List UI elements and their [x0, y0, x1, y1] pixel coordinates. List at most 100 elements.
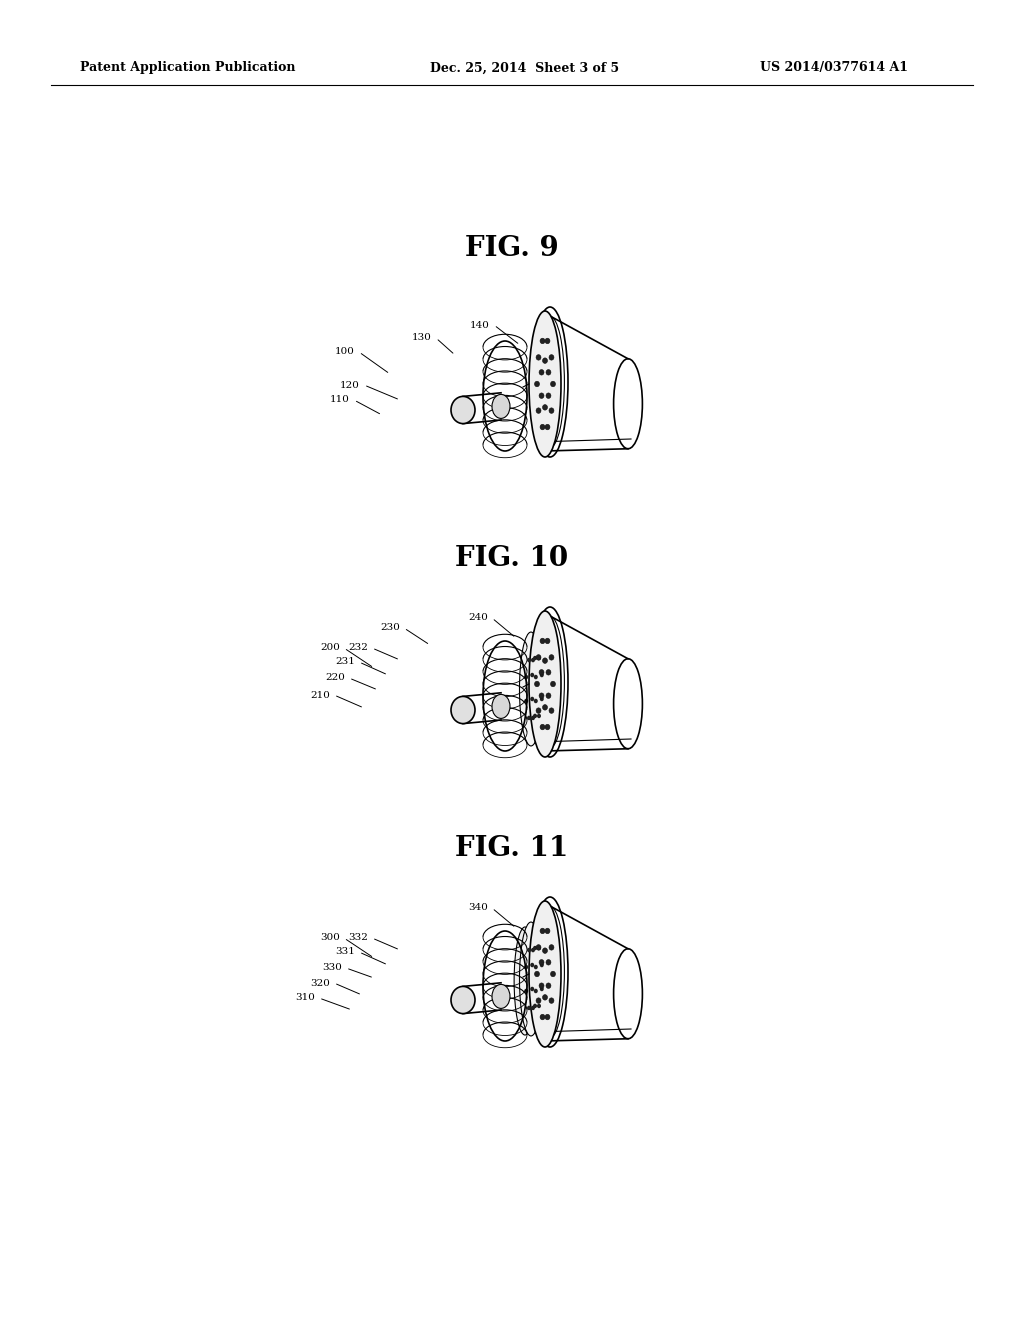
- Ellipse shape: [519, 632, 543, 746]
- Text: 300: 300: [321, 933, 340, 942]
- Ellipse shape: [543, 405, 548, 411]
- Ellipse shape: [529, 312, 561, 457]
- Ellipse shape: [529, 611, 561, 756]
- Text: 200: 200: [321, 644, 340, 652]
- Ellipse shape: [549, 655, 554, 660]
- Ellipse shape: [549, 355, 554, 360]
- Ellipse shape: [543, 705, 548, 710]
- Text: 240: 240: [468, 614, 488, 623]
- Ellipse shape: [527, 948, 531, 952]
- Ellipse shape: [540, 424, 545, 430]
- Text: 231: 231: [335, 657, 355, 667]
- Ellipse shape: [527, 1006, 531, 1010]
- Ellipse shape: [536, 655, 541, 660]
- Ellipse shape: [540, 928, 545, 933]
- Ellipse shape: [514, 927, 536, 1035]
- Ellipse shape: [546, 669, 551, 675]
- Ellipse shape: [537, 714, 541, 718]
- Text: 130: 130: [412, 334, 432, 342]
- Ellipse shape: [524, 698, 528, 704]
- Ellipse shape: [535, 381, 540, 387]
- Ellipse shape: [549, 945, 554, 950]
- Ellipse shape: [536, 408, 541, 413]
- Ellipse shape: [531, 715, 535, 721]
- Ellipse shape: [534, 1003, 537, 1008]
- Ellipse shape: [451, 396, 475, 424]
- Ellipse shape: [539, 370, 544, 375]
- Text: 220: 220: [326, 673, 345, 682]
- Ellipse shape: [545, 338, 550, 343]
- Ellipse shape: [551, 381, 555, 387]
- Ellipse shape: [530, 697, 535, 701]
- Text: 230: 230: [380, 623, 400, 632]
- Ellipse shape: [536, 998, 541, 1003]
- Ellipse shape: [546, 393, 551, 399]
- Ellipse shape: [539, 393, 544, 399]
- Ellipse shape: [546, 983, 551, 989]
- Text: FIG. 10: FIG. 10: [456, 544, 568, 572]
- Ellipse shape: [540, 638, 545, 644]
- Text: 140: 140: [470, 321, 490, 330]
- Ellipse shape: [546, 960, 551, 965]
- Text: 210: 210: [310, 690, 330, 700]
- Ellipse shape: [545, 928, 550, 933]
- Text: 320: 320: [310, 978, 330, 987]
- Ellipse shape: [539, 693, 544, 698]
- Ellipse shape: [540, 962, 544, 968]
- Ellipse shape: [540, 725, 545, 730]
- Ellipse shape: [540, 1014, 545, 1020]
- Ellipse shape: [534, 656, 537, 660]
- Text: 331: 331: [335, 948, 355, 957]
- Ellipse shape: [551, 681, 555, 686]
- Text: 110: 110: [330, 396, 350, 404]
- Ellipse shape: [543, 358, 548, 363]
- Ellipse shape: [537, 1003, 541, 1008]
- Ellipse shape: [534, 989, 538, 993]
- Ellipse shape: [492, 395, 510, 418]
- Text: Patent Application Publication: Patent Application Publication: [80, 62, 296, 74]
- Ellipse shape: [527, 715, 531, 721]
- Ellipse shape: [540, 673, 544, 677]
- Ellipse shape: [534, 698, 538, 704]
- Ellipse shape: [546, 370, 551, 375]
- Ellipse shape: [545, 1014, 550, 1020]
- Ellipse shape: [539, 983, 544, 989]
- Ellipse shape: [531, 657, 535, 663]
- Ellipse shape: [549, 998, 554, 1003]
- Ellipse shape: [530, 962, 535, 968]
- Ellipse shape: [525, 920, 549, 1034]
- Ellipse shape: [549, 708, 554, 713]
- Text: 100: 100: [335, 347, 355, 356]
- Text: 330: 330: [323, 964, 342, 973]
- Ellipse shape: [545, 638, 550, 644]
- Ellipse shape: [540, 697, 544, 701]
- Ellipse shape: [540, 338, 545, 343]
- Ellipse shape: [534, 714, 537, 718]
- Ellipse shape: [536, 355, 541, 360]
- Text: 120: 120: [340, 380, 360, 389]
- Ellipse shape: [492, 985, 510, 1008]
- Ellipse shape: [545, 725, 550, 730]
- Ellipse shape: [530, 673, 535, 677]
- Text: 310: 310: [295, 994, 315, 1002]
- Text: 332: 332: [348, 933, 368, 942]
- Text: Dec. 25, 2014  Sheet 3 of 5: Dec. 25, 2014 Sheet 3 of 5: [430, 62, 620, 74]
- Ellipse shape: [451, 697, 475, 723]
- Ellipse shape: [536, 708, 541, 713]
- Ellipse shape: [492, 694, 510, 718]
- Ellipse shape: [539, 960, 544, 965]
- Ellipse shape: [527, 657, 531, 663]
- Ellipse shape: [534, 946, 537, 950]
- Ellipse shape: [543, 948, 548, 953]
- Ellipse shape: [524, 675, 528, 680]
- Ellipse shape: [537, 656, 541, 660]
- Text: FIG. 11: FIG. 11: [456, 834, 568, 862]
- Text: 232: 232: [348, 644, 368, 652]
- Ellipse shape: [534, 965, 538, 969]
- Ellipse shape: [543, 657, 548, 664]
- Ellipse shape: [530, 987, 535, 991]
- Ellipse shape: [535, 972, 540, 977]
- Text: FIG. 9: FIG. 9: [465, 235, 559, 261]
- Ellipse shape: [525, 630, 549, 744]
- Ellipse shape: [536, 945, 541, 950]
